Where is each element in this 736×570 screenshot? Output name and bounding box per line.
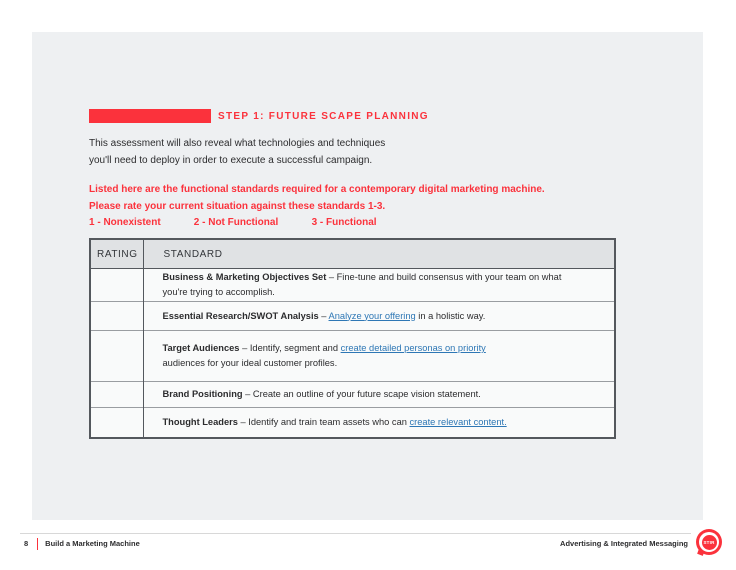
- slide-panel: STEP 1: FUTURE SCAPE PLANNING This asses…: [32, 32, 703, 520]
- standard-text-line: Brand Positioning – Create an outline of…: [163, 387, 615, 402]
- standard-description: – Identify, segment and: [239, 343, 341, 353]
- standard-cell: Essential Research/SWOT Analysis – Analy…: [143, 301, 615, 331]
- standards-table: RATING STANDARD Business & Marketing Obj…: [89, 238, 616, 439]
- standard-column-header: STANDARD: [143, 239, 615, 269]
- standard-link[interactable]: Analyze your offering: [328, 310, 416, 321]
- intro-paragraph: This assessment will also reveal what te…: [89, 135, 385, 169]
- table-row: Business & Marketing Objectives Set – Fi…: [90, 268, 615, 302]
- stir-logo-ring: STIR: [699, 532, 719, 552]
- rating-scale: 1 - Nonexistent 2 - Not Functional 3 - F…: [89, 215, 545, 232]
- footer-red-separator: [37, 537, 39, 550]
- section-title: Advertising & Integrated Messaging: [560, 539, 688, 548]
- instructions-line-2: Please rate your current situation again…: [89, 200, 386, 212]
- stir-logo-text: STIR: [701, 534, 717, 550]
- rating-cell: [90, 330, 144, 382]
- table-row: Brand Positioning – Create an outline of…: [90, 381, 615, 408]
- standard-description: audiences for your ideal customer profil…: [162, 358, 338, 368]
- table-row: Essential Research/SWOT Analysis – Analy…: [90, 301, 615, 331]
- rating-cell: [90, 381, 144, 408]
- table-header-row: RATING STANDARD: [90, 239, 615, 269]
- standard-description: –: [318, 310, 329, 321]
- standard-text-line: Thought Leaders – Identify and train tea…: [163, 415, 615, 430]
- rating-scale-3: 3 - Functional: [311, 217, 377, 228]
- standard-cell: Thought Leaders – Identify and train tea…: [143, 407, 615, 438]
- standard-title: Business & Marketing Objectives Set: [162, 272, 327, 282]
- standard-title: Essential Research/SWOT Analysis: [162, 310, 319, 321]
- rating-cell: [90, 268, 144, 302]
- standard-text-line: Business & Marketing Objectives Set – Fi…: [163, 270, 615, 285]
- instructions-paragraph: Listed here are the functional standards…: [89, 182, 545, 232]
- standard-title: Brand Positioning: [162, 389, 243, 399]
- document-title: Build a Marketing Machine: [45, 539, 140, 548]
- footer-divider-line: [20, 533, 691, 534]
- standard-link[interactable]: create relevant content.: [409, 416, 507, 427]
- standard-text-line: Target Audiences – Identify, segment and…: [163, 341, 615, 356]
- standard-text-line: audiences for your ideal customer profil…: [163, 356, 615, 371]
- standards-table-body: Business & Marketing Objectives Set – Fi…: [90, 268, 615, 438]
- standard-cell: Business & Marketing Objectives Set – Fi…: [143, 268, 615, 302]
- standard-link[interactable]: create detailed personas on priority: [340, 343, 486, 353]
- standard-text-line: Essential Research/SWOT Analysis – Analy…: [163, 309, 615, 324]
- rating-cell: [90, 407, 144, 438]
- standard-description: – Create an outline of your future scape…: [242, 389, 481, 399]
- rating-column-header: RATING: [90, 239, 144, 269]
- standard-title: Thought Leaders: [162, 416, 238, 427]
- table-row: Thought Leaders – Identify and train tea…: [90, 407, 615, 438]
- page-number: 8: [24, 539, 29, 548]
- intro-line-2: you'll need to deploy in order to execut…: [89, 155, 373, 166]
- standard-description: in a holistic way.: [415, 310, 486, 321]
- step-header: STEP 1: FUTURE SCAPE PLANNING: [89, 109, 429, 123]
- standard-title: Target Audiences: [162, 343, 240, 353]
- rating-scale-2: 2 - Not Functional: [193, 217, 279, 228]
- red-accent-bar: [89, 109, 211, 123]
- footer-right: Advertising & Integrated Messaging: [560, 537, 688, 550]
- instructions-line-1: Listed here are the functional standards…: [89, 184, 545, 195]
- rating-scale-1: 1 - Nonexistent: [89, 217, 161, 228]
- footer-left: 8 Build a Marketing Machine: [24, 537, 140, 550]
- standard-cell: Target Audiences – Identify, segment and…: [143, 330, 615, 382]
- standard-description: – Identify and train team assets who can: [237, 416, 410, 427]
- standard-cell: Brand Positioning – Create an outline of…: [143, 381, 615, 408]
- intro-line-1: This assessment will also reveal what te…: [89, 138, 386, 149]
- rating-cell: [90, 301, 144, 331]
- table-row: Target Audiences – Identify, segment and…: [90, 330, 615, 382]
- standard-text-line: you're trying to accomplish.: [163, 285, 615, 300]
- step-title: STEP 1: FUTURE SCAPE PLANNING: [218, 110, 429, 122]
- standard-description: you're trying to accomplish.: [162, 287, 275, 297]
- stir-logo: STIR: [696, 529, 722, 555]
- standard-description: – Fine-tune and build consensus with you…: [326, 272, 562, 282]
